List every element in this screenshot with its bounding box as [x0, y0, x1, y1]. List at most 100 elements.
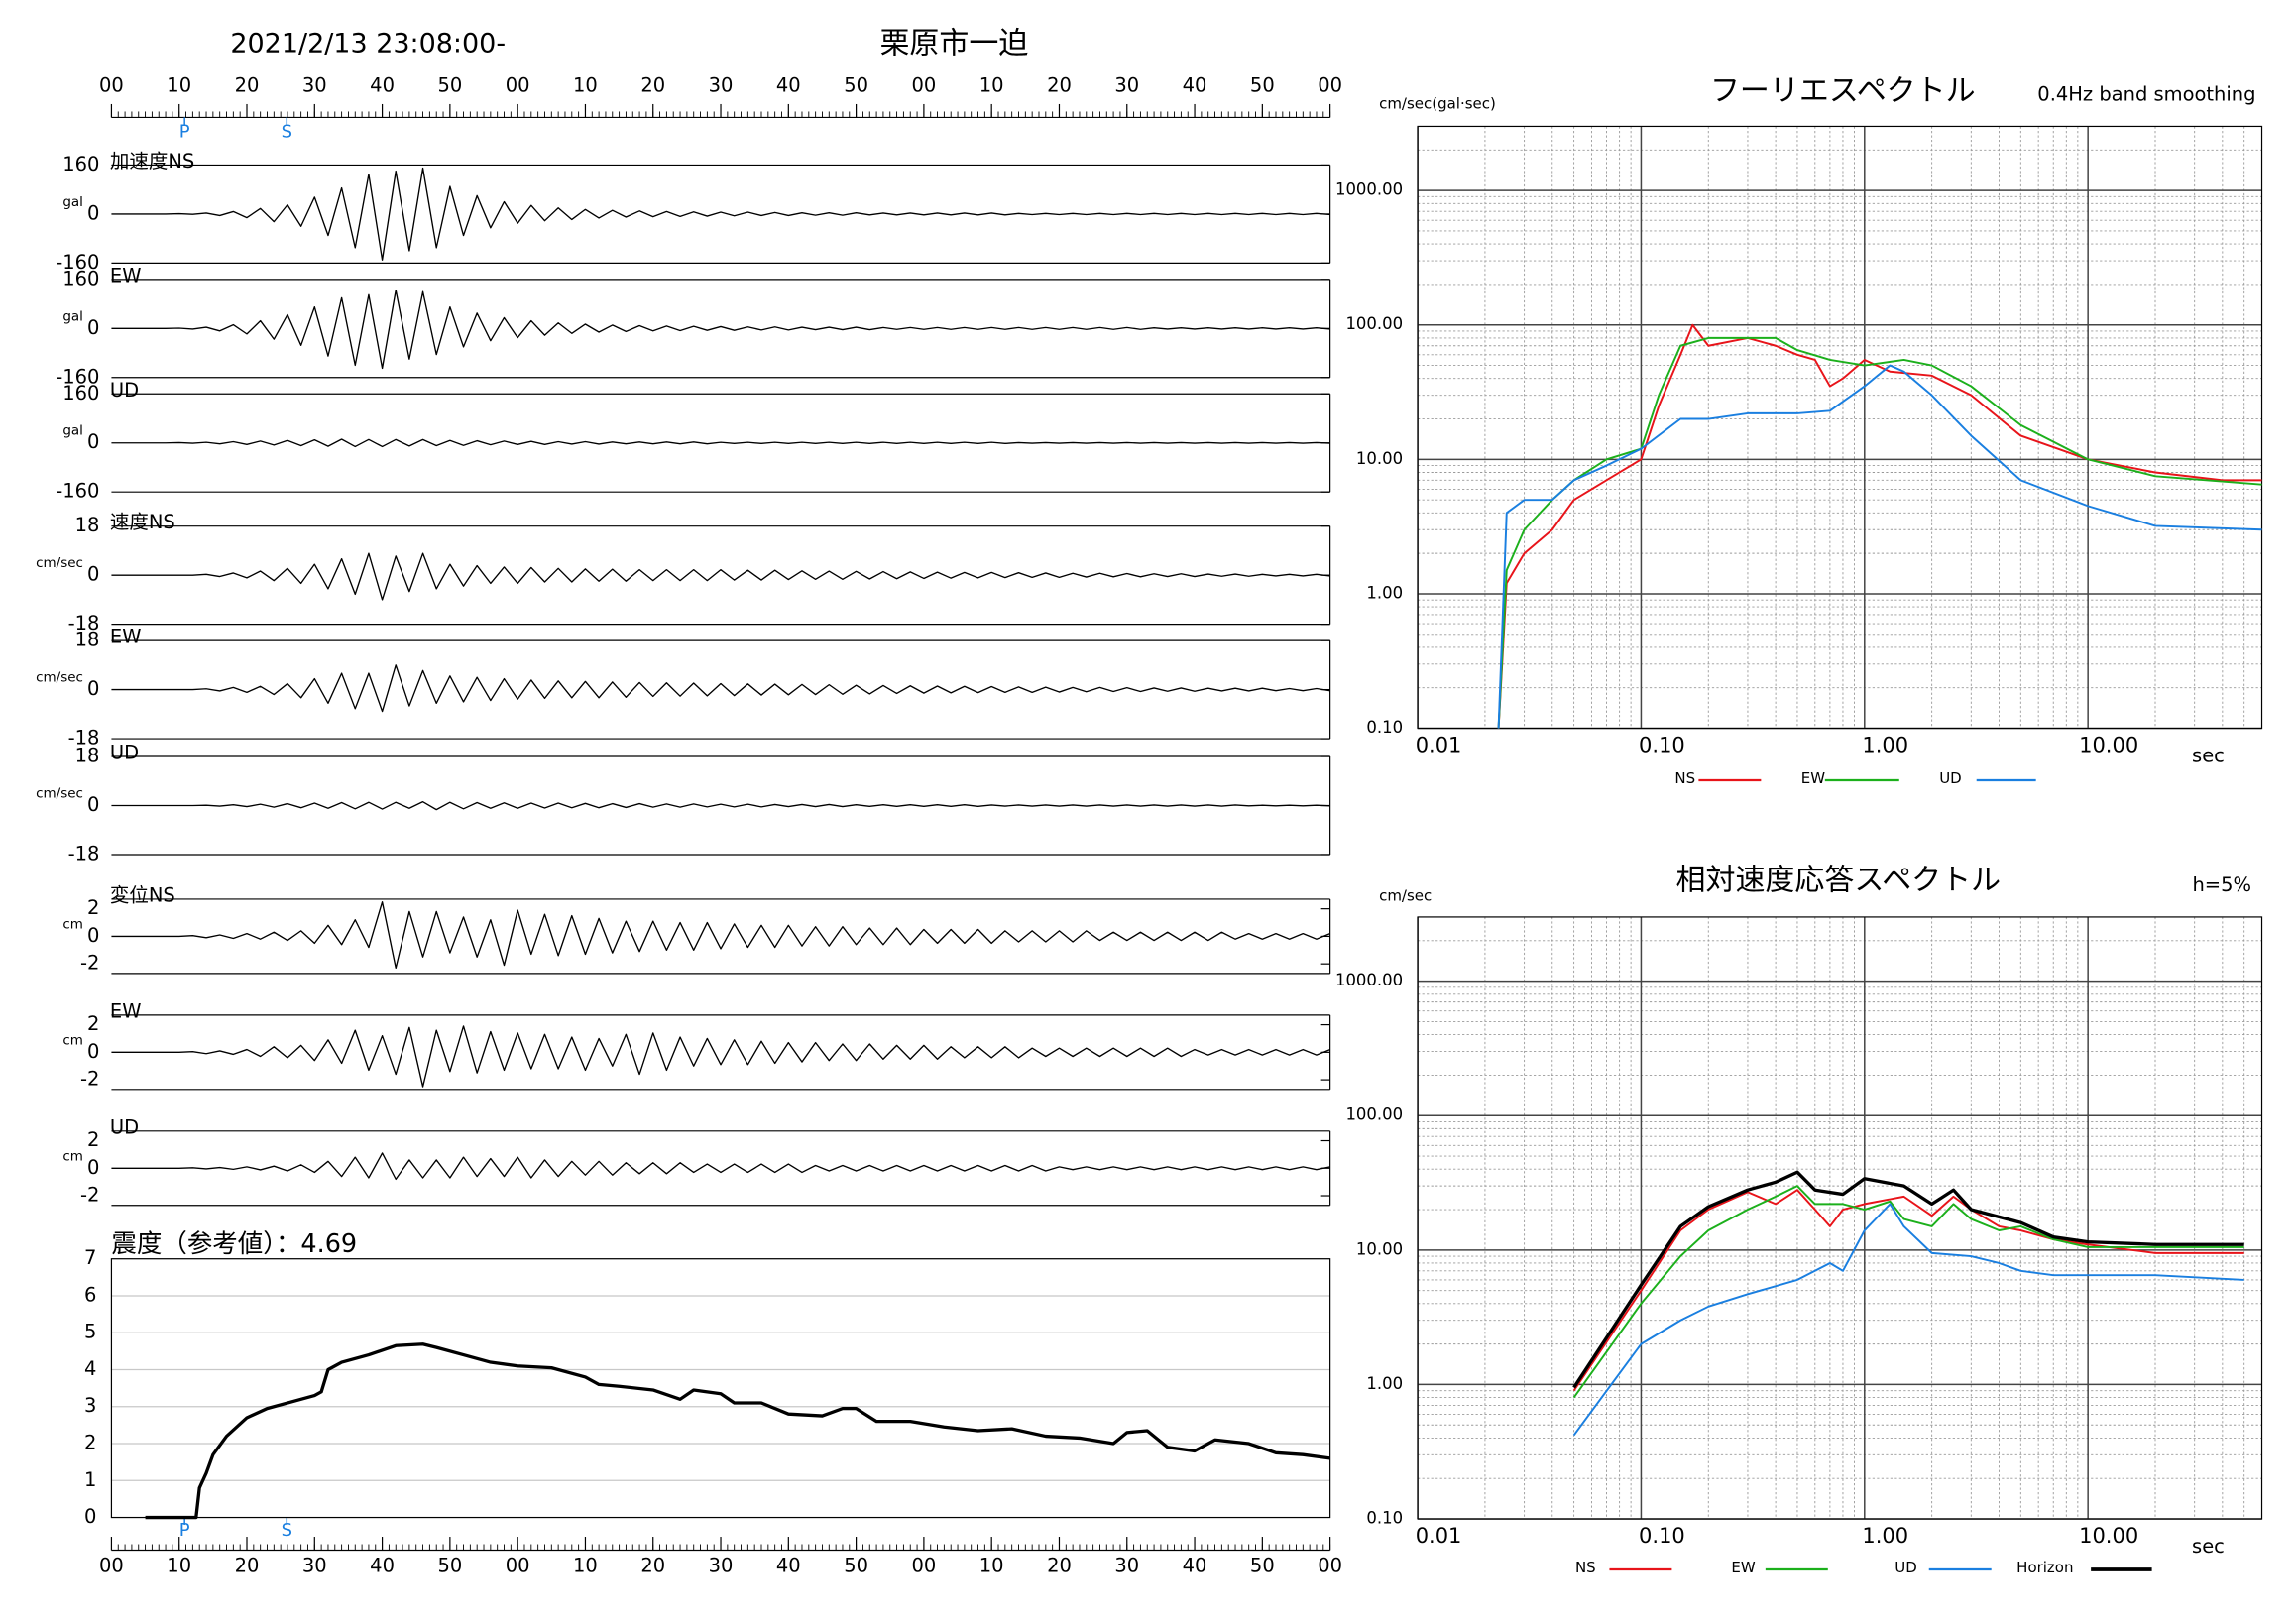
x-tick-label: 10 [167, 73, 191, 96]
spectrum-line [1497, 364, 2262, 729]
waveform-trace [111, 1152, 1330, 1181]
waveform-trace [111, 552, 1330, 601]
legend-label: EW [1731, 1559, 1755, 1576]
y-tick-label: -160 [56, 365, 99, 388]
trace-label: EW [110, 264, 142, 287]
waveform-trace [111, 1025, 1330, 1088]
plot-frame [110, 1258, 1331, 1519]
x-tick-label: 10 [167, 1555, 191, 1577]
spectrum-line [1572, 1185, 2244, 1399]
fourier-subtitle: 0.4Hz band smoothing [2037, 82, 2255, 105]
response-title: 相対速度応答スペクトル [1676, 863, 2002, 897]
waveform-trace [111, 438, 1330, 448]
y-tick-label: -2 [80, 1068, 99, 1091]
x-tick-label: 50 [437, 73, 462, 96]
y-tick-label: 5 [84, 1321, 96, 1343]
trace-label: UD [110, 379, 139, 402]
unit-label: cm/sec [36, 670, 83, 686]
spectrum-line [1572, 1170, 2244, 1389]
x-tick-label: 30 [302, 1555, 327, 1577]
x-tick-label: 00 [1318, 1555, 1342, 1577]
y-tick-label: 4 [84, 1357, 96, 1380]
y-tick-label: 0.10 [1366, 1509, 1403, 1528]
waveform-trace [111, 800, 1330, 811]
y-tick-label: 0 [87, 201, 99, 224]
x-tick-label: 00 [506, 1555, 530, 1577]
unit-label: cm [62, 916, 83, 932]
x-tick-label: 0.10 [1639, 1524, 1685, 1548]
y-tick-label: -160 [56, 480, 99, 503]
plot-frame [1417, 125, 2263, 730]
spectrum-line [1572, 1189, 2244, 1392]
y-tick-label: 100.00 [1345, 314, 1403, 333]
y-tick-label: -2 [80, 952, 99, 975]
x-tick-label: 00 [99, 73, 124, 96]
x-tick-label: 30 [1114, 1555, 1139, 1577]
waveform-trace [111, 664, 1330, 713]
x-tick-label: 40 [1183, 1555, 1207, 1577]
y-tick-label: 18 [75, 629, 100, 651]
y-tick-label: 100.00 [1345, 1105, 1403, 1124]
x-tick-label: 20 [1047, 73, 1072, 96]
y-tick-label: 7 [84, 1246, 96, 1269]
y-tick-label: -18 [68, 612, 100, 635]
x-tick-label: 0.10 [1639, 734, 1685, 757]
x-tick-label: 00 [912, 1555, 937, 1577]
y-tick-label: 18 [75, 514, 100, 536]
unit-label: gal [62, 423, 83, 439]
y-tick-label: 0 [84, 1505, 96, 1528]
y-tick-label: -18 [68, 842, 100, 865]
x-tick-label: 40 [776, 73, 801, 96]
trace-label: 加速度NS [110, 150, 194, 173]
y-tick-label: 2 [87, 1128, 99, 1151]
unit-label: cm [62, 1148, 83, 1164]
phase-marker-label: S [282, 121, 292, 142]
y-tick-label: -2 [80, 1184, 99, 1207]
unit-label: gal [62, 308, 83, 324]
y-tick-label: 0 [87, 677, 99, 700]
waveform-trace [111, 289, 1330, 370]
trace-label: 変位NS [110, 883, 175, 906]
x-tick-label: 40 [370, 73, 395, 96]
unit-label: gal [62, 194, 83, 210]
x-tick-label: 20 [235, 1555, 260, 1577]
legend-label: Horizon [2016, 1559, 2073, 1576]
y-tick-label: 0 [87, 924, 99, 947]
plot-frame [1417, 916, 2263, 1520]
response-y-label: cm/sec [1379, 886, 1432, 904]
x-tick-label: 30 [1114, 73, 1139, 96]
y-tick-label: 2 [84, 1432, 96, 1454]
x-tick-label: 10 [979, 73, 1004, 96]
trace-label: 速度NS [110, 511, 175, 533]
spectrum-line [1497, 323, 2262, 729]
legend-label: UD [1894, 1559, 1917, 1576]
y-tick-label: 3 [84, 1394, 96, 1417]
y-tick-label: 0 [87, 793, 99, 816]
x-tick-label: 30 [709, 1555, 734, 1577]
x-tick-label: 30 [302, 73, 327, 96]
x-tick-label: 40 [370, 1555, 395, 1577]
x-tick-label: 10 [573, 73, 598, 96]
fourier-title: フーリエスペクトル [1710, 73, 1976, 108]
y-tick-label: 1.00 [1366, 583, 1403, 602]
y-tick-label: 10.00 [1356, 1239, 1403, 1258]
x-tick-label: 50 [437, 1555, 462, 1577]
station-title: 栗原市一迫 [879, 27, 1028, 61]
legend-label: NS [1575, 1559, 1596, 1576]
intensity-title: 震度（参考値）：4.69 [111, 1229, 357, 1259]
y-tick-label: 6 [84, 1283, 96, 1306]
y-tick-label: 160 [62, 382, 99, 405]
legend-label: UD [1939, 769, 1962, 787]
y-tick-label: -160 [56, 251, 99, 274]
y-tick-label: 10.00 [1356, 449, 1403, 468]
x-tick-label: 10 [979, 1555, 1004, 1577]
legend-label: EW [1801, 769, 1825, 787]
phase-marker-label: P [179, 121, 190, 142]
y-tick-label: 0 [87, 563, 99, 586]
x-tick-label: 1.00 [1862, 1524, 1908, 1548]
x-tick-label: 10.00 [2079, 1524, 2138, 1548]
response-x-label: sec [2192, 1535, 2225, 1558]
x-tick-label: 30 [709, 73, 734, 96]
x-tick-label: 10.00 [2079, 734, 2138, 757]
